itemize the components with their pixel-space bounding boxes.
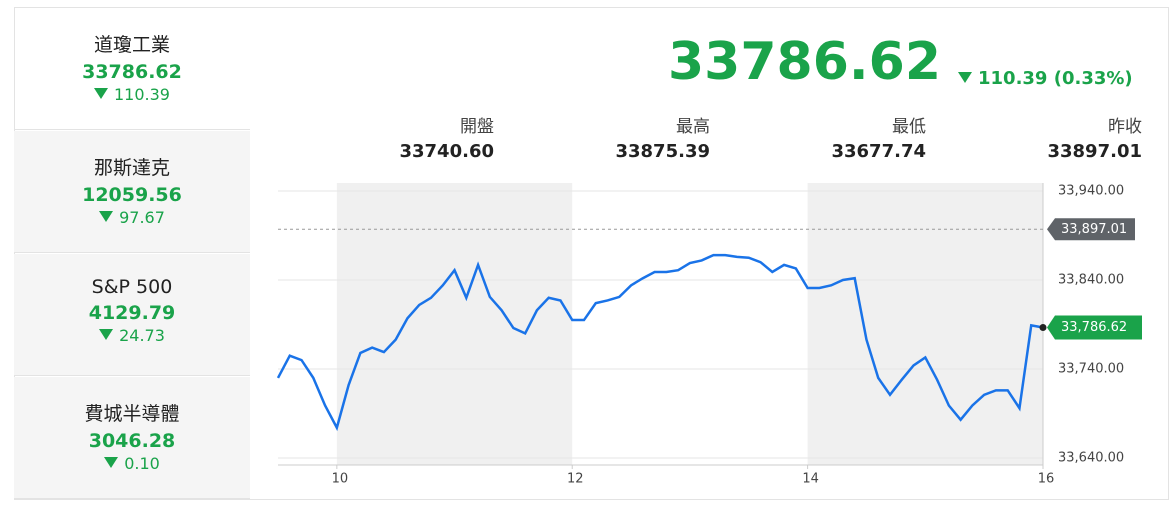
y-tick-label: 33,840.00 — [1058, 273, 1124, 288]
index-price: 3046.28 — [88, 430, 176, 452]
x-tick-label: 10 — [332, 472, 349, 487]
index-price: 12059.56 — [82, 184, 182, 206]
last-dot — [1039, 324, 1047, 332]
shade-band — [807, 183, 1043, 465]
index-name: 那斯達克 — [93, 157, 170, 179]
down-arrow — [99, 329, 114, 340]
change-value: 24.73 — [119, 326, 165, 345]
change-value: 97.67 — [119, 208, 165, 227]
index-change: 24.73 — [14, 326, 250, 345]
index-price: 4129.79 — [88, 302, 176, 324]
stat-label: 最低 — [892, 117, 926, 137]
x-tick-label: 14 — [802, 472, 819, 487]
current-change: 110.39 (0.33%) — [958, 68, 1133, 89]
change-value: 110.39 — [114, 85, 170, 104]
stat-value: 33897.01 — [1047, 141, 1142, 162]
index-item[interactable]: 那斯達克 12059.56 97.67 — [14, 131, 250, 253]
down-arrow — [958, 72, 972, 83]
change-text: 110.39 (0.33%) — [978, 68, 1133, 89]
index-change: 97.67 — [14, 208, 250, 227]
stat-value: 33740.60 — [399, 141, 494, 162]
stat-value: 33875.39 — [615, 141, 710, 162]
current-price: 33786.62 — [668, 32, 942, 92]
down-arrow — [99, 211, 114, 222]
stat: 開盤 33740.60 — [334, 112, 494, 162]
last-tag — [1047, 315, 1142, 340]
down-arrow — [94, 88, 108, 99]
stat: 最低 33677.74 — [766, 112, 926, 162]
change-value: 0.10 — [124, 454, 160, 473]
panel — [14, 7, 1169, 500]
last-label: 33,786.62 — [1061, 320, 1127, 335]
index-change: 110.39 — [14, 85, 250, 104]
y-tick-label: 33,640.00 — [1058, 451, 1124, 466]
y-tick-label: 33,740.00 — [1058, 362, 1124, 377]
stat: 昨收 33897.01 — [982, 112, 1142, 162]
index-item[interactable]: S&P 500 4129.79 24.73 — [14, 254, 250, 376]
stat-value: 33677.74 — [831, 141, 926, 162]
stat-label: 開盤 — [460, 117, 494, 137]
down-arrow — [104, 457, 119, 468]
index-change: 0.10 — [14, 454, 250, 473]
index-item[interactable]: 道瓊工業 33786.62 110.39 — [14, 8, 250, 130]
index-name: S&P 500 — [91, 276, 173, 298]
index-name: 費城半導體 — [84, 403, 180, 425]
prev-close-label: 33,897.01 — [1061, 222, 1127, 237]
price-line — [276, 253, 1044, 432]
x-tick-label: 12 — [567, 472, 584, 487]
shade-band — [336, 183, 573, 465]
stat-label: 昨收 — [1108, 117, 1142, 137]
index-price: 33786.62 — [82, 61, 182, 83]
x-tick-label: 16 — [1038, 472, 1055, 487]
index-name: 道瓊工業 — [93, 34, 170, 56]
index-item[interactable]: 費城半導體 3046.28 0.10 — [14, 377, 250, 499]
stat: 最高 33875.39 — [550, 112, 710, 162]
y-tick-label: 33,940.00 — [1058, 184, 1124, 199]
prev-close-tag — [1047, 218, 1135, 241]
stat-label: 最高 — [676, 117, 710, 137]
